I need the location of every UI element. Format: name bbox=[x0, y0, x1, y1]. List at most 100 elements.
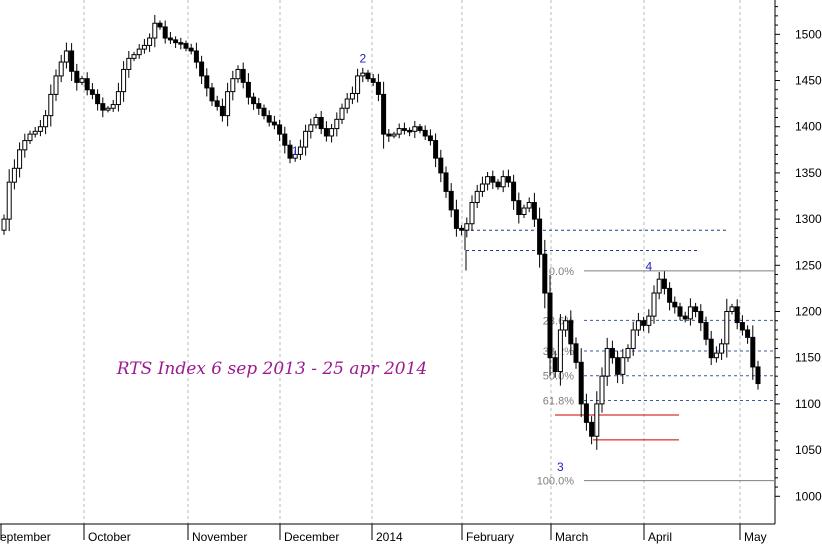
bullish-candle bbox=[526, 201, 532, 209]
bullish-candle bbox=[329, 128, 335, 137]
bearish-candle bbox=[573, 343, 579, 363]
bearish-candle bbox=[459, 227, 465, 231]
bullish-candle bbox=[687, 306, 693, 320]
bearish-candle bbox=[401, 128, 407, 131]
month-label: 2014 bbox=[376, 530, 403, 544]
bullish-candle bbox=[303, 130, 309, 148]
bearish-candle bbox=[318, 116, 324, 130]
bearish-candle bbox=[277, 124, 283, 135]
bullish-candle bbox=[27, 133, 33, 142]
bullish-candle bbox=[625, 347, 631, 359]
bullish-candle bbox=[63, 50, 69, 63]
bearish-candle bbox=[453, 209, 459, 229]
bearish-candle bbox=[422, 129, 428, 137]
bearish-candle bbox=[95, 93, 101, 105]
bullish-candle bbox=[557, 329, 563, 373]
bearish-candle bbox=[433, 140, 439, 159]
bearish-candle bbox=[245, 81, 251, 98]
bearish-candle bbox=[589, 421, 595, 437]
bearish-candle bbox=[84, 78, 90, 91]
bullish-candle bbox=[105, 107, 111, 111]
y-tick-label: 1100 bbox=[795, 397, 821, 411]
bullish-candle bbox=[17, 149, 23, 169]
bullish-candle bbox=[141, 44, 147, 50]
bullish-candle bbox=[48, 93, 54, 117]
bullish-candle bbox=[594, 403, 600, 437]
bearish-candle bbox=[256, 103, 262, 109]
bearish-candle bbox=[386, 133, 392, 137]
wave-label: 3 bbox=[557, 460, 564, 474]
candle-layer bbox=[1, 14, 761, 450]
bullish-candle bbox=[620, 357, 626, 375]
bearish-candle bbox=[375, 81, 381, 95]
bullish-candle bbox=[110, 104, 116, 109]
y-tick-label: 1350 bbox=[795, 166, 822, 180]
bullish-candle bbox=[563, 320, 569, 331]
bullish-candle bbox=[485, 176, 491, 185]
bullish-candle bbox=[334, 118, 340, 130]
bearish-candle bbox=[323, 128, 329, 137]
bearish-candle bbox=[516, 200, 522, 215]
bullish-candle bbox=[131, 54, 137, 59]
bearish-candle bbox=[287, 144, 293, 159]
bearish-candle bbox=[745, 329, 751, 338]
bearish-candle bbox=[157, 22, 163, 28]
bearish-candle bbox=[703, 322, 709, 340]
bullish-candle bbox=[391, 133, 397, 137]
bearish-candle bbox=[407, 129, 413, 133]
bullish-candle bbox=[152, 22, 158, 39]
bullish-candle bbox=[43, 115, 49, 128]
month-label: November bbox=[192, 530, 247, 544]
month-label: October bbox=[88, 530, 131, 544]
bearish-candle bbox=[381, 93, 387, 135]
bullish-candle bbox=[630, 329, 636, 349]
bullish-candle bbox=[230, 78, 236, 93]
bearish-candle bbox=[667, 287, 673, 303]
bullish-candle bbox=[121, 68, 127, 93]
bullish-candle bbox=[32, 130, 38, 135]
bullish-candle bbox=[521, 207, 527, 215]
month-label: eptember bbox=[0, 530, 51, 544]
bullish-candle bbox=[147, 37, 153, 46]
fib-level-label: 100.0% bbox=[537, 476, 575, 488]
bearish-candle bbox=[188, 47, 194, 52]
bearish-candle bbox=[89, 89, 95, 95]
bearish-candle bbox=[178, 42, 184, 45]
bullish-candle bbox=[79, 78, 85, 83]
month-label: February bbox=[466, 530, 514, 544]
bearish-candle bbox=[214, 100, 220, 107]
bearish-candle bbox=[511, 181, 517, 202]
month-label: May bbox=[744, 530, 767, 544]
bullish-candle bbox=[724, 311, 730, 345]
bearish-candle bbox=[173, 39, 179, 44]
bearish-candle bbox=[490, 176, 496, 183]
wave-label: 2 bbox=[359, 52, 366, 66]
bullish-candle bbox=[646, 315, 652, 326]
bullish-candle bbox=[604, 347, 610, 377]
bullish-candle bbox=[1, 218, 7, 231]
bearish-candle bbox=[672, 301, 678, 308]
bullish-candle bbox=[308, 124, 314, 132]
bearish-candle bbox=[755, 366, 761, 385]
bearish-candle bbox=[370, 78, 376, 83]
bullish-candle bbox=[355, 75, 361, 94]
bullish-candle bbox=[115, 91, 121, 106]
bearish-candle bbox=[209, 87, 215, 102]
bullish-candle bbox=[53, 75, 59, 95]
y-tick-label: 1500 bbox=[795, 27, 822, 41]
bullish-candle bbox=[11, 167, 17, 183]
bearish-candle bbox=[739, 322, 745, 331]
bullish-candle bbox=[58, 61, 64, 77]
bearish-candle bbox=[417, 126, 423, 131]
bearish-candle bbox=[708, 338, 714, 359]
bearish-candle bbox=[438, 157, 444, 174]
bearish-candle bbox=[568, 320, 574, 345]
bearish-candle bbox=[552, 357, 558, 373]
bullish-candle bbox=[126, 57, 132, 70]
bullish-candle bbox=[713, 352, 719, 359]
bullish-candle bbox=[344, 98, 350, 109]
y-tick-label: 1450 bbox=[795, 74, 822, 88]
bullish-candle bbox=[360, 72, 366, 77]
